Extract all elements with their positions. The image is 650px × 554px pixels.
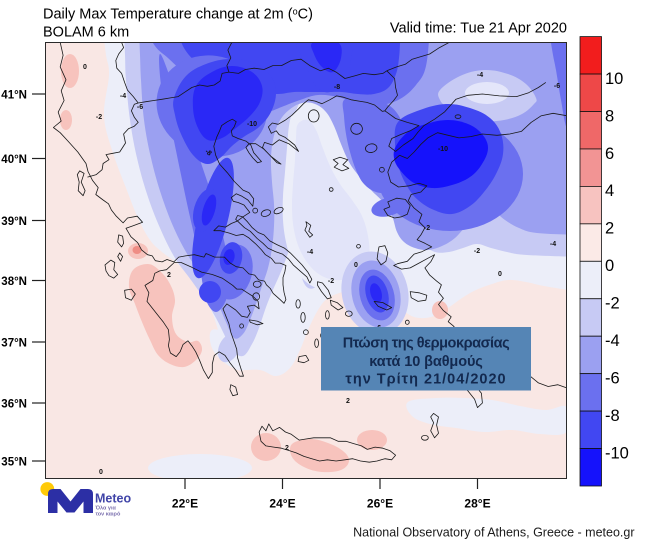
svg-text:8: 8 (605, 107, 614, 125)
svg-text:28°E: 28°E (464, 497, 490, 511)
svg-text:τον καιρό: τον καιρό (96, 512, 121, 518)
svg-text:0: 0 (605, 257, 614, 275)
svg-text:-2: -2 (96, 114, 102, 121)
svg-text:-10: -10 (605, 444, 629, 462)
svg-text:0: 0 (99, 469, 103, 476)
svg-text:-10: -10 (247, 121, 257, 128)
svg-text:0: 0 (354, 262, 358, 269)
svg-text:2: 2 (167, 272, 171, 279)
svg-text:-8: -8 (203, 148, 212, 157)
svg-text:Πτώση της θερμοκρασίας: Πτώση της θερμοκρασίας (343, 336, 509, 352)
svg-text:Daily Max Temperature change a: Daily Max Temperature change at 2m (oC) (43, 7, 313, 23)
svg-text:36°N: 36°N (1, 398, 27, 410)
svg-text:39°N: 39°N (1, 216, 27, 228)
svg-text:40°N: 40°N (1, 154, 27, 166)
svg-text:-6: -6 (605, 370, 620, 388)
svg-text:0: 0 (83, 64, 87, 71)
svg-text:35°N: 35°N (1, 456, 27, 468)
svg-text:37°N: 37°N (1, 337, 27, 349)
svg-text:την Τρίτη 21/04/2020: την Τρίτη 21/04/2020 (345, 372, 506, 388)
svg-text:0: 0 (498, 271, 502, 278)
svg-text:2: 2 (285, 445, 289, 452)
svg-text:Meteo: Meteo (95, 492, 131, 506)
svg-text:-8: -8 (334, 84, 340, 91)
svg-text:26°E: 26°E (367, 497, 393, 511)
svg-text:-4: -4 (550, 241, 556, 248)
svg-text:BOLAM 6 km: BOLAM 6 km (43, 25, 129, 41)
svg-text:-4: -4 (120, 93, 126, 100)
svg-text:2: 2 (605, 220, 614, 238)
svg-text:-8: -8 (605, 407, 620, 425)
svg-text:-4: -4 (307, 249, 313, 256)
svg-text:National Observatory of Athens: National Observatory of Athens, Greece -… (353, 526, 634, 540)
svg-text:-4: -4 (605, 332, 620, 350)
svg-text:10: 10 (605, 70, 623, 88)
svg-text:-2: -2 (474, 248, 480, 255)
svg-text:2: 2 (346, 398, 350, 405)
svg-text:41°N: 41°N (1, 89, 27, 101)
svg-text:Όλα για: Όλα για (95, 506, 117, 512)
svg-text:Valid time: Tue 21 Apr 2020: Valid time: Tue 21 Apr 2020 (390, 21, 567, 37)
svg-text:-2: -2 (328, 278, 334, 285)
svg-text:4: 4 (605, 182, 614, 200)
svg-text:-6: -6 (554, 83, 560, 90)
svg-text:38°N: 38°N (1, 276, 27, 288)
svg-text:22°E: 22°E (172, 497, 198, 511)
svg-text:-2: -2 (605, 295, 620, 313)
svg-text:κατά 10 βαθμούς: κατά 10 βαθμούς (369, 354, 483, 370)
svg-text:-10: -10 (438, 146, 448, 153)
svg-text:-4: -4 (477, 72, 483, 79)
svg-text:6: 6 (605, 145, 614, 163)
svg-text:-2: -2 (424, 225, 430, 232)
svg-text:-6: -6 (137, 104, 143, 111)
svg-text:24°E: 24°E (269, 497, 295, 511)
